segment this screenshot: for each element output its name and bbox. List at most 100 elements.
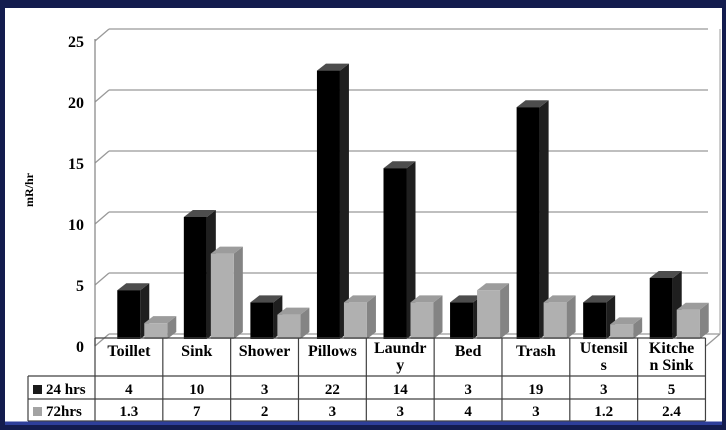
bar-top-face	[277, 307, 310, 315]
table-value: 2	[261, 404, 269, 420]
axis-tick-connector	[94, 150, 110, 164]
bar-front-face	[383, 168, 407, 339]
category-label: Pillows	[308, 343, 357, 360]
category-label: Bed	[455, 343, 482, 360]
bar-side-face	[633, 317, 643, 339]
bar-front-face	[210, 253, 234, 339]
category-label: s	[601, 357, 607, 374]
bar-top-face	[383, 161, 416, 169]
legend-label: 24 hrs	[46, 382, 86, 398]
bar-top-face	[649, 271, 682, 278]
bar-24-hrs-toillet	[117, 283, 150, 339]
bar-72hrs-laundry	[410, 295, 443, 339]
bar-72hrs-pillows	[343, 295, 376, 339]
window-accent-line	[5, 421, 722, 425]
y-tick-label: 0	[76, 339, 84, 356]
bar-side-face	[300, 307, 310, 339]
table-value: 7	[193, 404, 201, 420]
category-label: Kitche	[649, 340, 694, 357]
legend-marker-24-hrs	[33, 385, 42, 394]
bar-top-face	[610, 317, 643, 325]
window-border-right	[722, 0, 726, 430]
bar-front-face	[117, 290, 141, 339]
bar-side-face	[699, 302, 709, 339]
floor-right-edge	[705, 333, 721, 347]
bar-top-face	[316, 63, 349, 71]
y-tick-label: 20	[68, 95, 84, 112]
legend-label: 72hrs	[46, 404, 82, 420]
bar-side-face	[406, 161, 416, 339]
table-value: 3	[600, 382, 608, 398]
bar-72hrs-trash	[543, 295, 576, 339]
bar-72hrs-kitchen-sink	[676, 302, 709, 339]
bar-top-face	[676, 302, 709, 310]
bar-top-face	[410, 295, 443, 303]
bar-front-face	[343, 302, 367, 339]
table-value: 3	[329, 404, 337, 420]
bar-front-face	[543, 302, 567, 339]
bar-top-face	[250, 295, 283, 303]
category-label: Sink	[181, 343, 212, 360]
y-axis-title: mR/hr	[22, 172, 36, 207]
bar-side-face	[339, 63, 349, 339]
table-value: 22	[325, 382, 340, 398]
bar-front-face	[183, 217, 207, 339]
bar-top-face	[210, 246, 243, 254]
bar-front-face	[477, 290, 501, 339]
category-label: y	[396, 357, 404, 374]
bar-top-face	[477, 283, 510, 291]
bar-24-hrs-trash	[516, 100, 549, 339]
bar-front-face	[410, 302, 434, 339]
bar-front-face	[250, 302, 274, 339]
bar-side-face	[539, 100, 549, 339]
bar-72hrs-utensils	[610, 317, 643, 339]
bar-72hrs-shower	[277, 307, 310, 339]
bar-front-face	[649, 278, 673, 339]
bar-front-face	[583, 302, 607, 339]
y-tick-label: 5	[76, 278, 84, 295]
category-label: n Sink	[650, 357, 694, 374]
table-row-24-hrs: 24 hrs 4 10 3 22 14 3 19 3 5	[33, 382, 675, 398]
bar-24-hrs-pillows	[316, 63, 349, 339]
category-label: Toillet	[107, 343, 151, 360]
bar-top-face	[543, 295, 576, 303]
table-value: 2.4	[662, 404, 681, 420]
axis-tick-connector	[94, 28, 110, 42]
y-tick-label: 10	[68, 217, 84, 234]
table-value: 14	[393, 382, 409, 398]
table-row-72hrs: 72hrs 1.3 7 2 3 3 4 3 1.2 2.4	[33, 404, 681, 420]
table-value: 3	[261, 382, 269, 398]
table-value: 3	[532, 404, 540, 420]
category-label: Laundr	[374, 340, 426, 357]
bar-top-face	[343, 295, 376, 303]
bar-front-face	[144, 323, 168, 339]
table-value: 1.2	[594, 404, 613, 420]
bar-72hrs-toillet	[144, 316, 177, 339]
y-tick-label: 25	[68, 34, 84, 51]
table-value: 4	[464, 404, 472, 420]
bar-front-face	[316, 70, 340, 339]
table-value: 3	[464, 382, 472, 398]
table-value: 10	[189, 382, 204, 398]
bar-front-face	[610, 324, 634, 339]
table-value: 4	[125, 382, 133, 398]
bar-72hrs-sink	[210, 246, 243, 339]
bar-side-face	[433, 295, 443, 339]
bar-front-face	[450, 302, 474, 339]
bar-side-face	[233, 246, 243, 339]
axis-tick-connector	[94, 272, 110, 286]
table-value: 1.3	[120, 404, 139, 420]
bar-front-face	[277, 314, 301, 339]
window-border-bottom	[0, 425, 726, 430]
bar-side-face	[566, 295, 576, 339]
category-label: Trash	[516, 343, 556, 360]
bar-top-face	[183, 210, 216, 217]
bar-front-face	[676, 309, 700, 339]
bar-top-face	[516, 100, 549, 108]
axis-tick-connector	[94, 211, 110, 225]
y-tick-label: 15	[68, 156, 84, 173]
